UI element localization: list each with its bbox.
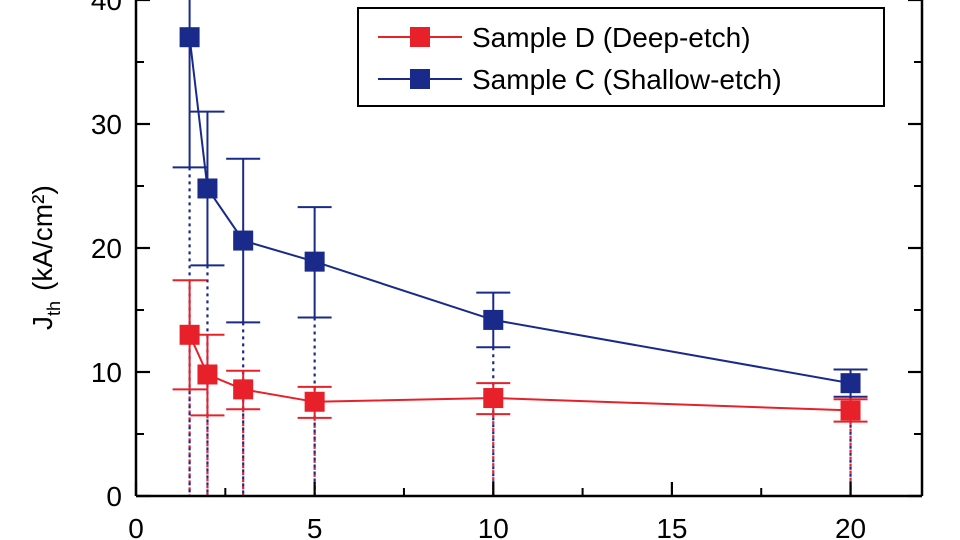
y-axis-title-unit: (kA/cm²) xyxy=(27,185,58,291)
x-tick-label-0: 0 xyxy=(128,513,144,540)
legend-box xyxy=(357,7,885,107)
axes: 0 10 20 30 40 0 5 10 15 20 xyxy=(91,0,924,540)
legend-entry-1: Sample C (Shallow-etch) xyxy=(378,64,782,95)
x-tick-label-1: 5 xyxy=(307,513,323,540)
legend-entry-0: Sample D (Deep-etch) xyxy=(378,22,751,53)
y-tick-label-4: 40 xyxy=(91,0,122,16)
data-point-s1-p2 xyxy=(233,230,254,251)
y-tick-label-2: 20 xyxy=(91,233,122,264)
legend: Sample D (Deep-etch) Sample C (Shallow-et… xyxy=(357,7,885,107)
y-tick-label-3: 30 xyxy=(91,109,122,140)
data-point-s0-p4 xyxy=(483,388,504,409)
x-tick-label-3: 15 xyxy=(656,513,687,540)
y-axis-title: Jth (kA/cm²) xyxy=(27,185,64,330)
data-point-s0-p3 xyxy=(304,391,325,412)
legend-label-1: Sample C (Shallow-etch) xyxy=(472,64,782,95)
y-tick-label-1: 10 xyxy=(91,357,122,388)
data-point-s0-p0 xyxy=(179,324,200,345)
data-point-s1-p1 xyxy=(197,178,218,199)
series-line-1 xyxy=(188,37,851,385)
y-axis-title-subscript: th xyxy=(44,301,64,316)
legend-marker-0 xyxy=(410,27,430,47)
data-point-s0-p5 xyxy=(840,400,861,421)
data-point-s0-p1 xyxy=(197,364,218,385)
plot-area xyxy=(172,0,868,496)
data-point-s1-p0 xyxy=(179,27,200,48)
legend-marker-1 xyxy=(410,69,430,89)
data-point-s0-p2 xyxy=(233,379,254,400)
x-tick-label-2: 10 xyxy=(478,513,509,540)
legend-label-0: Sample D (Deep-etch) xyxy=(472,22,751,53)
data-point-s1-p4 xyxy=(483,309,504,330)
data-point-s1-p3 xyxy=(304,251,325,272)
x-tick-label-4: 20 xyxy=(835,513,866,540)
y-tick-label-0: 0 xyxy=(106,481,122,512)
y-axis-title-main: J xyxy=(27,316,58,330)
data-point-s1-p5 xyxy=(840,373,861,394)
